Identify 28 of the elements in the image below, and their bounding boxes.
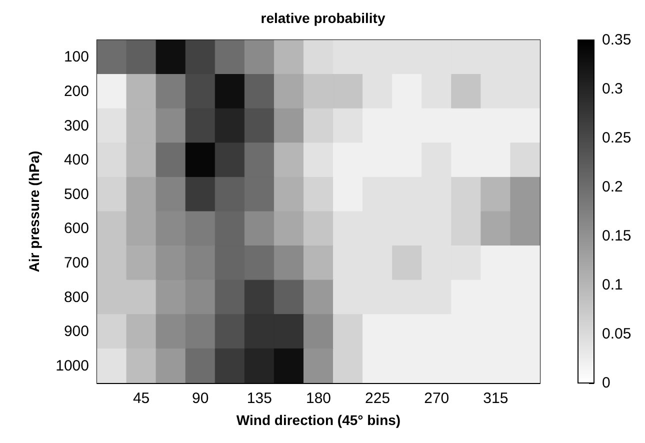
y-tick-label: 200 [64, 82, 89, 100]
x-tick-label: 90 [192, 390, 209, 407]
y-tick-label: 100 [64, 48, 89, 66]
y-tick-label: 600 [64, 220, 89, 238]
color-bar-label: 0.3 [602, 80, 623, 98]
color-bar-label: 0.15 [602, 228, 632, 244]
color-bar-label: 0.25 [602, 130, 632, 146]
y-tick-label: 700 [64, 254, 89, 272]
x-tick-label: 315 [483, 390, 508, 407]
chart-title: relative probability [260, 10, 386, 26]
y-tick-label: 300 [64, 117, 89, 134]
x-tick-label: 45 [132, 390, 150, 407]
x-tick-label: 135 [246, 390, 272, 407]
x-tick-label: 180 [306, 390, 332, 407]
color-bar-label: 0.05 [602, 326, 632, 342]
y-axis-title: Air pressure (hPa) [26, 150, 42, 272]
x-tick-label: 270 [424, 390, 450, 407]
y-tick-label: 400 [64, 152, 89, 169]
y-tick-label: 800 [64, 288, 89, 306]
x-axis-title: Wind direction (45° bins) [236, 412, 401, 428]
y-tick-label: 1000 [56, 357, 89, 374]
y-tick-label: 900 [64, 323, 89, 340]
x-tick-label: 225 [365, 390, 390, 407]
y-tick-label: 500 [64, 186, 89, 203]
color-bar-label: 0 [602, 374, 610, 392]
color-bar-label: 0.35 [602, 32, 632, 48]
color-bar-label: 0.1 [602, 276, 623, 294]
color-bar-label: 0.2 [602, 178, 623, 196]
